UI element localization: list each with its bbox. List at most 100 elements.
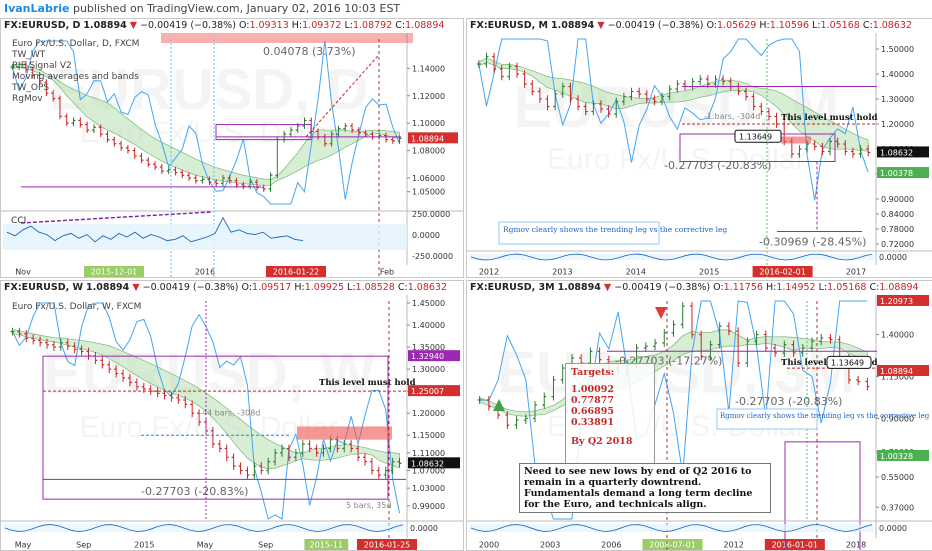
price-tag-label: 1.20973 [880,297,913,306]
y-tick-label: 1.40000 [412,321,445,330]
y-tick-label: 1.14000 [412,64,445,73]
quarterly-close: 1.08894 [879,282,919,293]
x-tick-label: May [197,541,214,550]
x-tick-label: 2015-11 [310,541,343,550]
x-label-badge [266,266,326,277]
x-tick-label: May [15,541,32,550]
quarterly-high: 1.14952 [776,282,816,293]
weekly-open: 1.09517 [252,282,292,293]
publish-info: published on TradingView.com, January 02… [69,2,401,15]
x-tick-label: 2006 [601,541,621,550]
x-tick-label: 2017 [846,268,866,277]
quarterly-price: 1.08894 [557,282,601,293]
note-text: Rgmov clearly shows the trending leg vs … [720,412,930,420]
weekly-symbol: FX:EURUSD, W [4,282,83,293]
y-tick-label: 1.15000 [881,372,914,381]
resistance-zone [161,33,413,43]
x-tick-label: Nov [15,268,31,277]
daily-open: 1.09313 [249,20,289,31]
range-box [215,124,312,141]
target-value: 1.00092 [571,384,614,395]
x-tick-label: 2016-01-22 [273,268,320,277]
x-label-badge [357,539,417,550]
y-tick-label: 1.30000 [881,95,914,104]
price-tag [877,295,929,306]
projection-arrow [305,54,380,138]
x-tick-label: 2003 [540,541,560,550]
down-arrow-icon: ▼ [597,20,605,31]
oscillator-line [4,524,404,532]
y-tick-label: 1.40000 [881,70,914,79]
price-tag-label: 1.08632 [880,148,913,157]
quarterly-symbol: FX:EURUSD, 3M [470,282,555,293]
targets-title: Targets: [571,367,615,378]
price-tag [408,350,460,362]
chart-panel-quarterly[interactable]: EURUSD, 3M Euro Fx/U.S. Dollar 1.40000 1.15… [466,280,932,551]
weekly-low: 1.08528 [355,282,395,293]
monthly-price: 1.08894 [550,20,595,31]
indicator-label: Moving averages and bands [12,72,139,82]
x-tick-label: 2012 [479,268,499,277]
y-tick-label: 1.50000 [881,45,914,54]
x-tick-label: 2016-02-01 [759,268,806,277]
rgmov-line [478,38,869,201]
author-link[interactable]: IvanLabrie [4,2,70,15]
price-tag [877,167,929,179]
y-tick-label: 0.84000 [881,210,914,219]
quarterly-change: −0.00419 (−0.38%) [614,282,711,293]
weekly-header: FX:EURUSD, W 1.08894 ▼ −0.00419 (−0.38%)… [4,282,448,293]
y-tick-label: 1.05000 [412,188,445,197]
x-tick-label: 2015 [134,541,154,550]
price-tag-label: 1.00328 [880,452,913,461]
cci-line [6,216,304,243]
monthly-close: 1.08632 [872,20,912,31]
measure-label: -0.30969 (-28.45%) [759,235,866,248]
oscillator-line [470,253,873,261]
price-tag [877,450,929,461]
resistance-zone [297,426,392,440]
measure-label: -0.27703 (-20.83%) [735,395,842,408]
daily-title: Euro Fx/U.S. Dollar, D, FXCM [12,39,140,49]
cci-trendline [20,211,212,224]
y-tick-label: 1.07000 [412,467,445,476]
y-tick-label: 1.40000 [881,331,914,340]
cci-tick-label: -250.0000 [412,252,453,261]
down-arrow-icon: ▼ [603,282,612,293]
x-tick-label: 2016-01-01 [772,541,819,550]
x-tick-label: 2015 [699,268,719,277]
chart-panel-monthly[interactable]: EURUSD, M Euro Fx/U.S. Dollar 1.50000 1.400… [466,18,932,278]
commentary-text: Need to see new lows by end of Q2 2016 t… [524,466,753,510]
monthly-change: −0.00419 (−0.38%) [607,20,704,31]
oscillator-tick: 0.0000 [879,524,907,533]
price-tag [877,365,929,376]
x-tick-label: 2016 [195,268,215,277]
x-tick-label: 2013 [552,268,572,277]
chart-panel-weekly[interactable]: EURUSD, W Euro Fx/U.S. Dollar 1.45000 1.400… [0,280,464,551]
y-tick-label: 1.45000 [412,299,445,308]
x-tick-label: 2018 [846,541,866,550]
y-tick-label: 1.12000 [412,92,445,101]
quarterly-low: 1.05168 [827,282,867,293]
daily-high: 1.09372 [302,20,342,31]
monthly-header: FX:EURUSD, M 1.08894 ▼ −0.00419 (−0.38%)… [470,20,912,31]
price-tag [408,385,460,397]
monthly-high: 1.10596 [769,20,809,31]
buy-arrow-icon [493,399,505,411]
x-tick-label: Sep [76,541,91,550]
cci-band [3,224,407,250]
target-value: 0.77877 [571,395,614,406]
chart-panel-daily[interactable]: EURUSD, D Euro Fx/U.S. Dollar 1.14000 1.120… [0,18,464,278]
callout-box [826,355,872,369]
y-tick-label: 1.20000 [881,120,914,129]
sell-arrow-icon [655,307,667,319]
x-tick-label: 2008-07-01 [649,541,696,550]
down-arrow-icon: ▼ [129,20,138,31]
y-tick-label: 1.10000 [412,119,445,128]
price-tag-label: 1.08632 [411,459,444,468]
weekly-change: −0.00419 (−0.38%) [142,282,239,293]
price-tag [877,146,929,158]
resistance-zone [781,136,811,144]
